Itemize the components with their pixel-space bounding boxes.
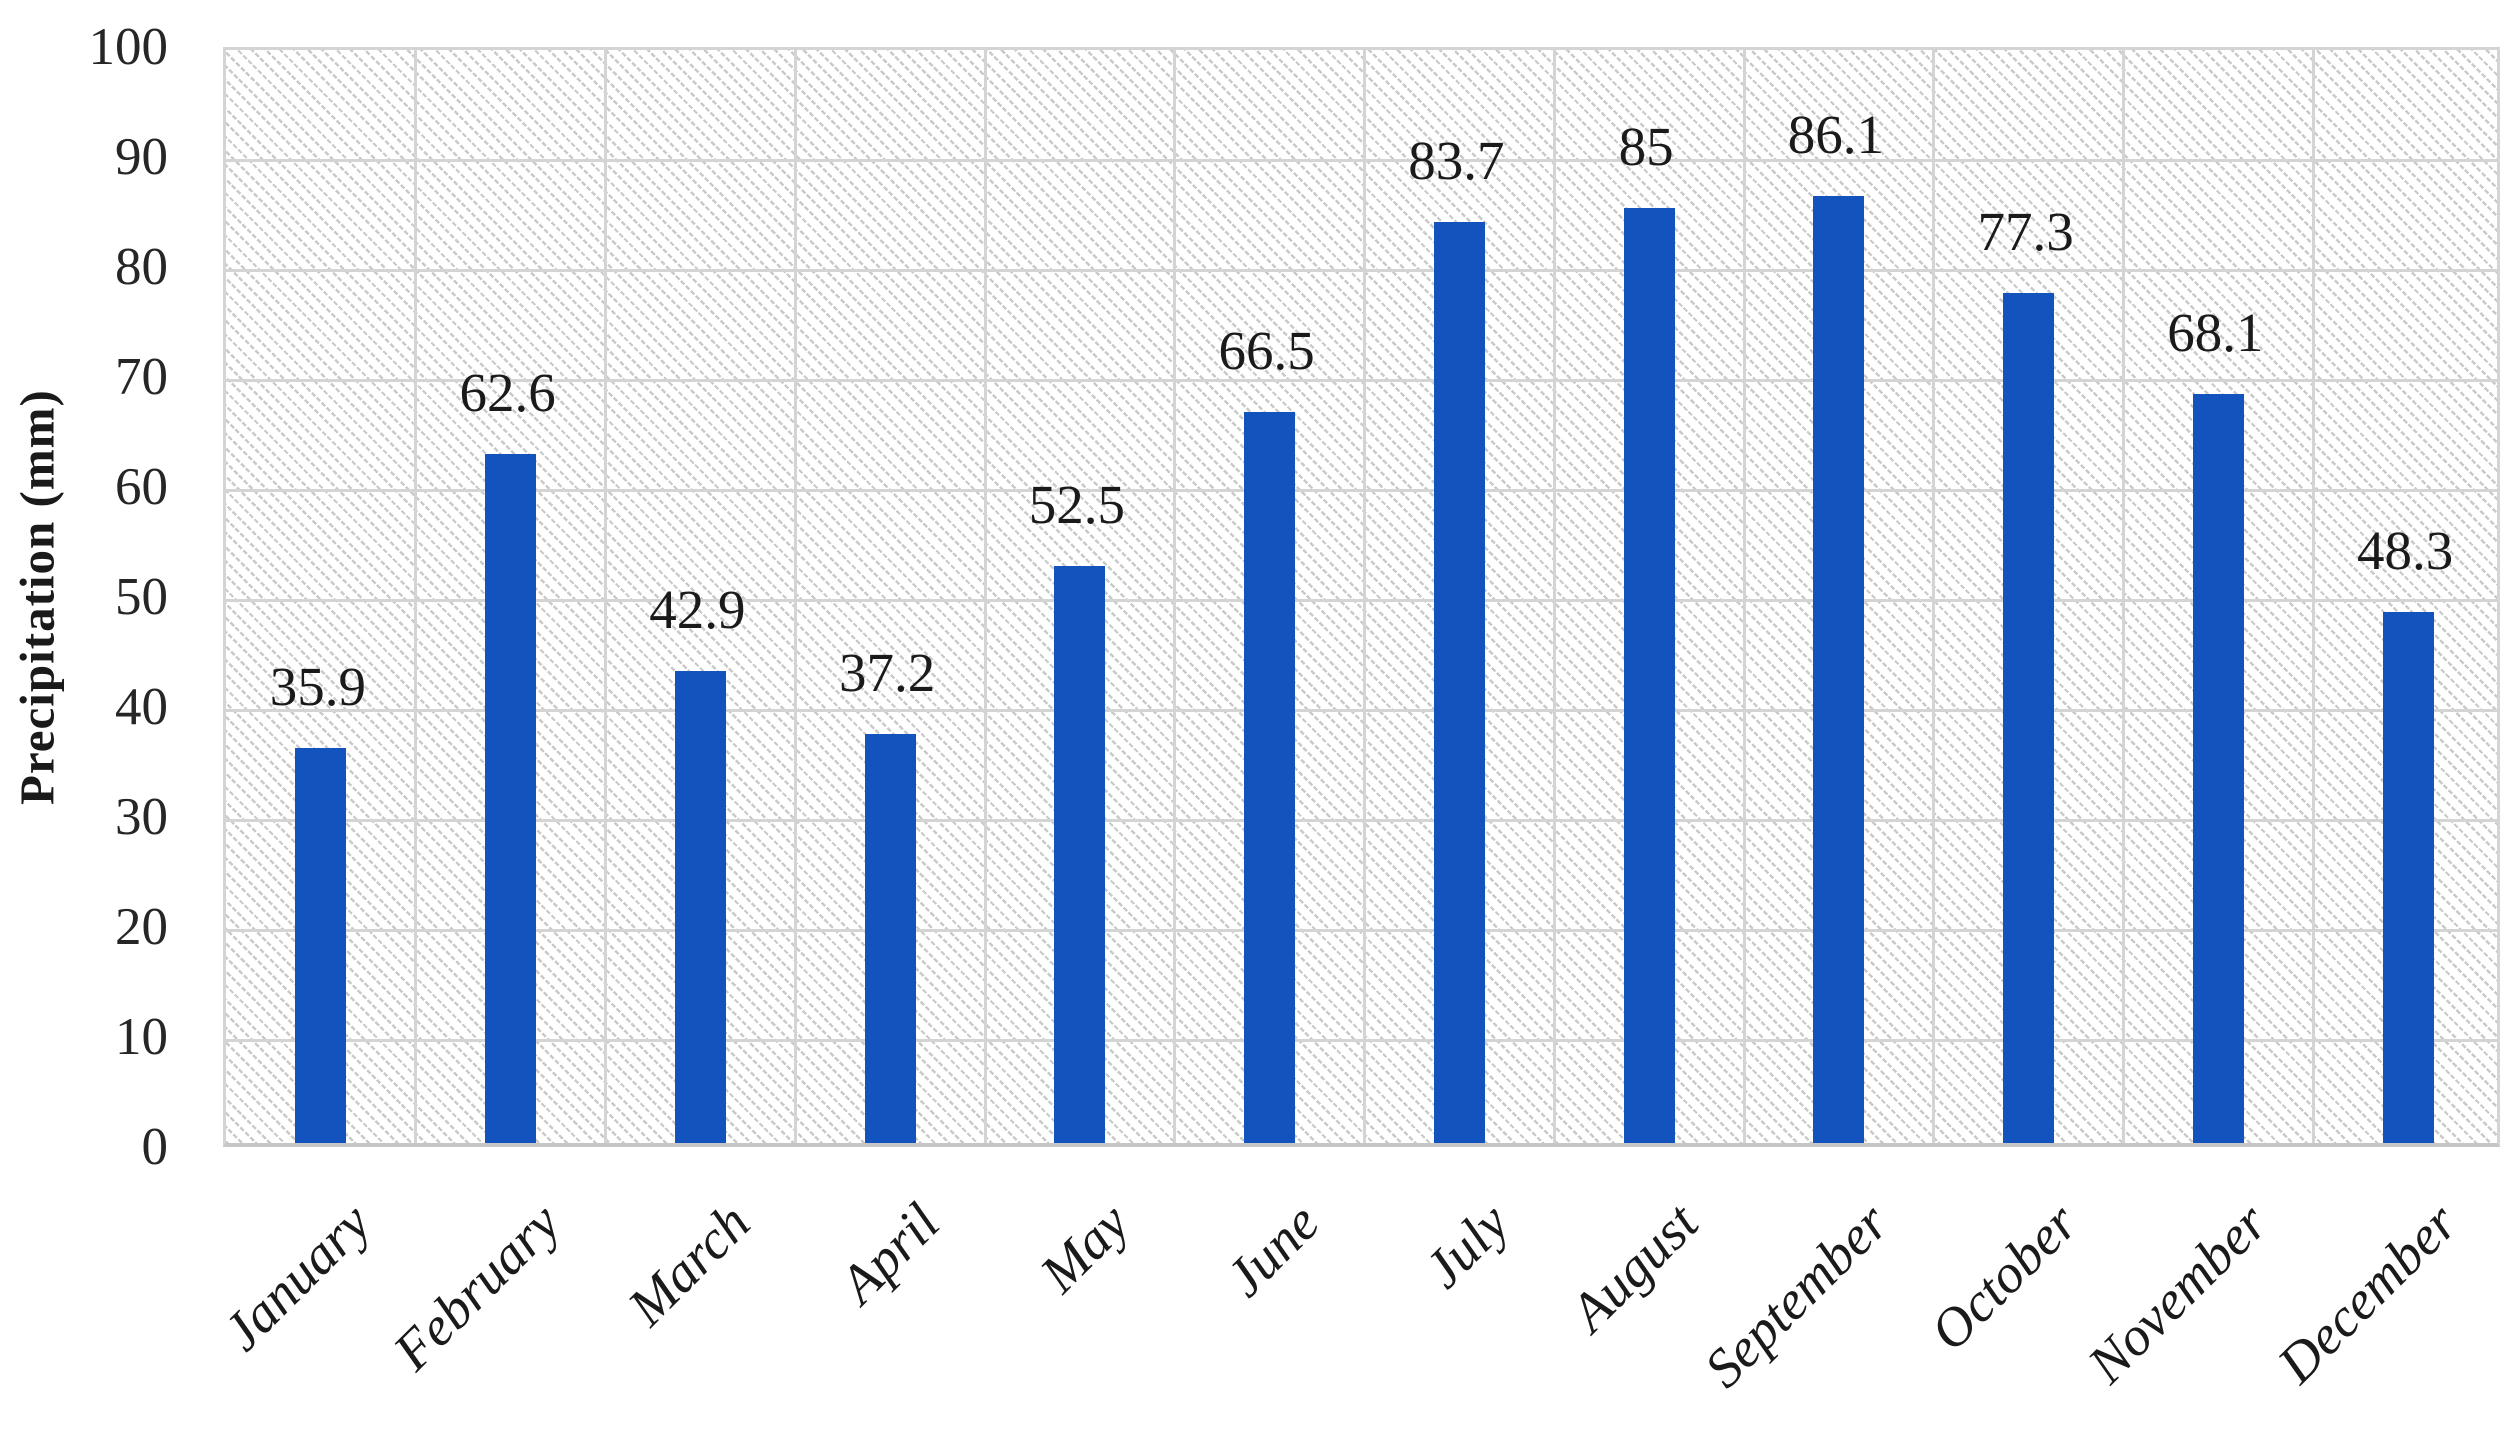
bar-value-label-may: 52.5 xyxy=(1028,473,1125,535)
bar-december xyxy=(2382,611,2434,1143)
bar-value-label-october: 77.3 xyxy=(1977,200,2074,262)
gridline-h-30 xyxy=(226,818,2497,822)
bar-value-label-november: 68.1 xyxy=(2167,301,2264,363)
y-tick-label-60: 60 xyxy=(115,458,168,516)
bar-may xyxy=(1054,565,1106,1143)
y-tick-label-20: 20 xyxy=(115,898,168,956)
y-tick-label-70: 70 xyxy=(115,348,168,406)
x-tick-label-may: May xyxy=(1028,1191,1141,1304)
gridline-h-40 xyxy=(226,708,2497,712)
bar-march xyxy=(674,671,726,1143)
bar-april xyxy=(864,733,916,1143)
bar-january xyxy=(295,748,347,1143)
x-tick-label-march: March xyxy=(615,1191,762,1337)
bar-value-label-january: 35.9 xyxy=(269,656,366,718)
bar-value-label-july: 83.7 xyxy=(1408,130,1505,192)
bar-value-label-february: 62.6 xyxy=(459,362,556,424)
gridline-v-3 xyxy=(793,50,797,1143)
gridline-h-80 xyxy=(226,268,2497,272)
gridline-h-20 xyxy=(226,928,2497,932)
gridline-v-1 xyxy=(414,50,418,1143)
gridline-v-9 xyxy=(1932,50,1936,1143)
gridline-v-8 xyxy=(1742,50,1746,1143)
gridline-v-4 xyxy=(983,50,987,1143)
x-tick-label-august: August xyxy=(1558,1191,1710,1343)
gridline-v-6 xyxy=(1363,50,1366,1143)
y-tick-label-80: 80 xyxy=(115,238,168,296)
x-tick-label-april: April xyxy=(827,1191,951,1315)
gridline-h-60 xyxy=(226,488,2497,492)
bar-value-label-june: 66.5 xyxy=(1218,319,1315,381)
gridline-h-50 xyxy=(226,598,2497,602)
gridline-v-5 xyxy=(1173,50,1177,1143)
plot-area xyxy=(223,47,2500,1147)
gridline-v-11 xyxy=(2311,50,2315,1143)
y-tick-label-10: 10 xyxy=(115,1008,168,1066)
gridline-h-70 xyxy=(226,378,2497,382)
y-tick-label-0: 0 xyxy=(141,1118,169,1176)
bar-value-label-december: 48.3 xyxy=(2357,519,2454,581)
x-tick-label-october: October xyxy=(1918,1191,2090,1363)
gridline-v-2 xyxy=(604,50,607,1143)
gridline-h-90 xyxy=(226,158,2497,162)
bar-november xyxy=(2192,393,2244,1143)
bar-october xyxy=(2003,292,2055,1143)
x-tick-label-november: November xyxy=(2076,1191,2280,1395)
x-tick-label-december: December xyxy=(2265,1191,2469,1395)
bar-july xyxy=(1433,222,1485,1143)
gridline-h-10 xyxy=(226,1038,2497,1042)
y-tick-label-30: 30 xyxy=(115,788,168,846)
bar-value-label-september: 86.1 xyxy=(1787,103,1884,165)
x-tick-label-july: July xyxy=(1412,1191,1521,1300)
bar-august xyxy=(1623,208,1675,1143)
y-tick-label-90: 90 xyxy=(115,128,168,186)
x-tick-label-september: September xyxy=(1692,1191,1900,1399)
x-tick-label-june: June xyxy=(1213,1191,1331,1309)
bar-september xyxy=(1813,195,1865,1143)
y-tick-label-40: 40 xyxy=(115,678,168,736)
bar-value-label-august: 85 xyxy=(1618,116,1674,177)
bar-february xyxy=(485,454,537,1143)
x-tick-label-february: February xyxy=(381,1191,572,1382)
y-tick-label-100: 100 xyxy=(88,18,169,76)
bar-june xyxy=(1244,411,1296,1143)
gridline-v-7 xyxy=(1552,50,1556,1143)
bar-value-label-march: 42.9 xyxy=(649,579,746,641)
gridline-v-10 xyxy=(2122,50,2125,1143)
y-tick-label-50: 50 xyxy=(115,568,168,626)
x-tick-label-january: January xyxy=(211,1191,382,1363)
bar-value-label-april: 37.2 xyxy=(839,641,936,703)
